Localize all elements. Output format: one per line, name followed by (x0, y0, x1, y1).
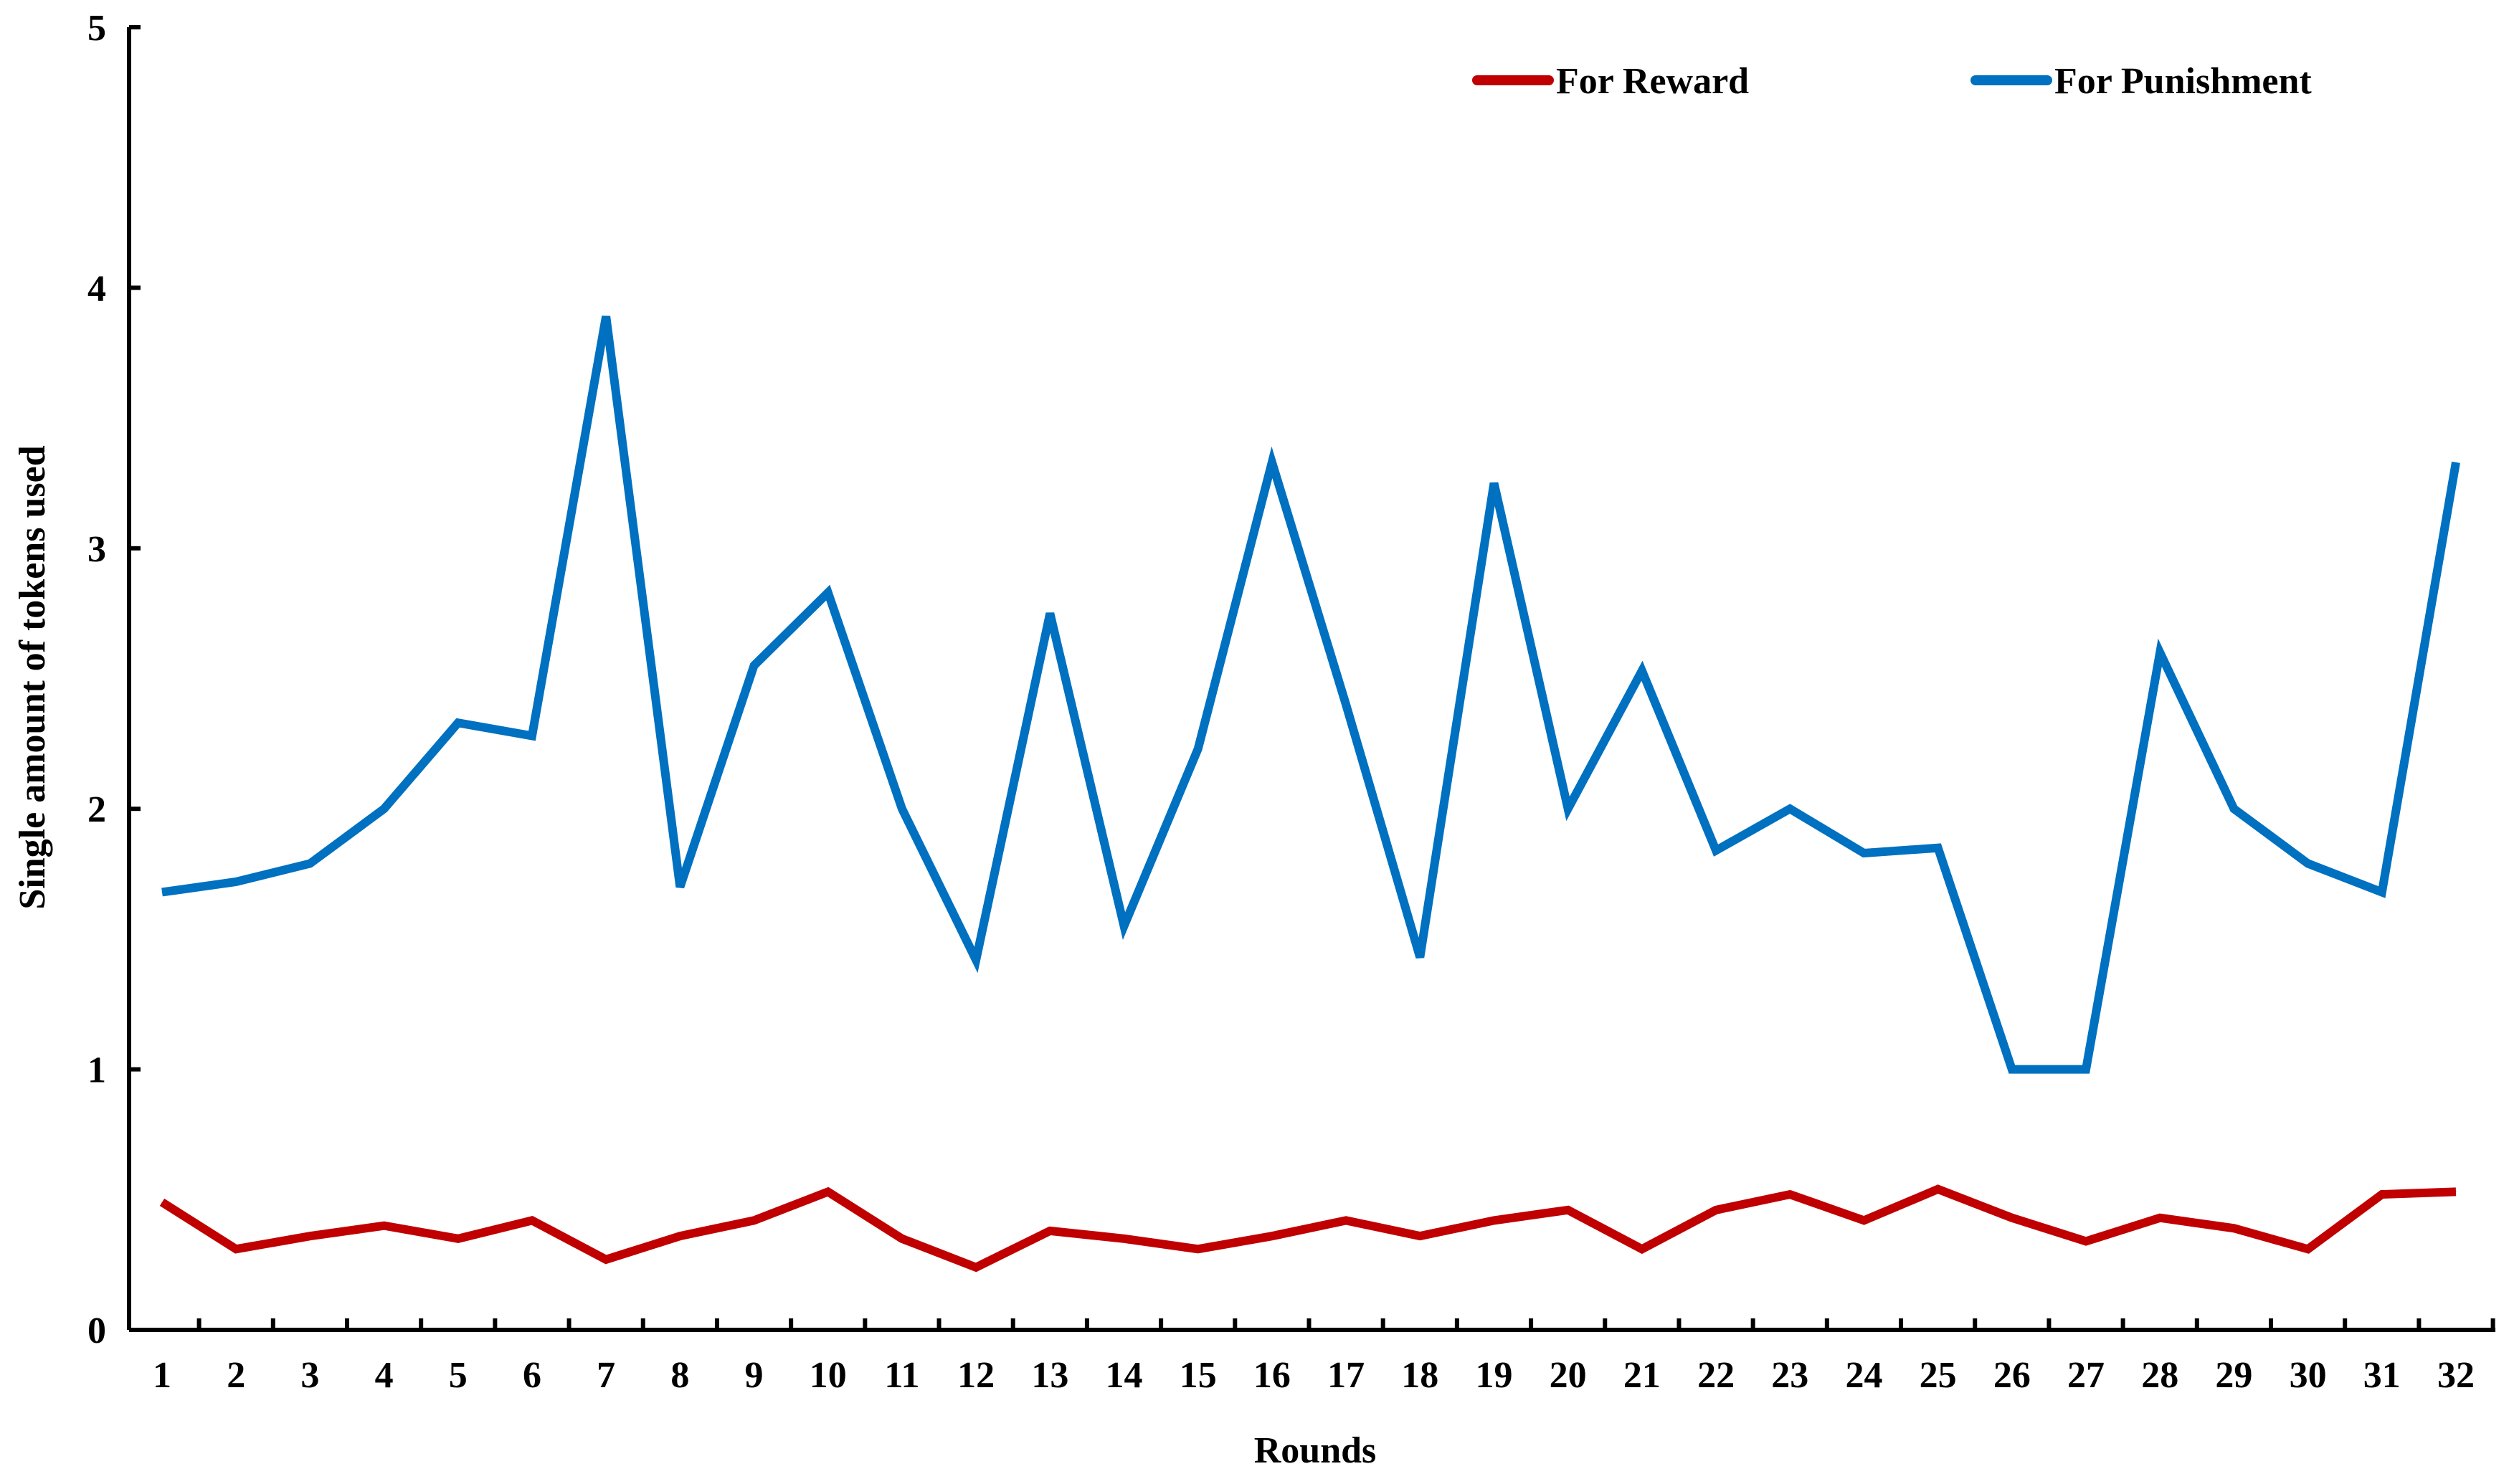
data-point-for-punishment (1197, 748, 1199, 750)
data-point-for-reward (1197, 1248, 1199, 1250)
x-tick-label: 28 (2141, 1355, 2178, 1396)
x-tick-label: 16 (1253, 1355, 1291, 1396)
x-tick-label: 20 (1550, 1355, 1587, 1396)
data-point-for-reward (457, 1238, 459, 1240)
legend: For Reward For Punishment (1472, 61, 2312, 102)
data-point-for-punishment (1345, 704, 1347, 705)
x-tick-label: 6 (523, 1355, 541, 1396)
y-tick-label: 4 (87, 268, 106, 309)
x-tick-label: 32 (2437, 1355, 2475, 1396)
series-line-for-punishment (161, 315, 2460, 1074)
data-point-for-punishment (2085, 1069, 2087, 1070)
y-axis: 0 1 2 3 4 5 (87, 8, 141, 1351)
data-point-for-punishment (1715, 850, 1717, 851)
data-point-for-punishment (827, 592, 829, 594)
series-lines (159, 315, 2460, 1273)
x-tick-label: 2 (227, 1355, 245, 1396)
data-point-for-reward (2381, 1194, 2383, 1195)
y-axis-title: Single amount of tokens used (12, 445, 53, 909)
x-tick-label: 29 (2215, 1355, 2252, 1396)
data-point-for-punishment (605, 315, 607, 317)
series-line-for-reward (159, 1184, 2457, 1273)
legend-label: For Reward (1556, 61, 1749, 102)
x-tick-label: 8 (670, 1355, 689, 1396)
x-tick-label: 18 (1401, 1355, 1438, 1396)
data-point-for-punishment (975, 959, 977, 961)
x-tick-label: 21 (1623, 1355, 1661, 1396)
x-axis: 1 2 3 4 5 6 7 8 9 10 11 12 13 14 15 16 17 18 19 20 21 22 23 24 2… (129, 1318, 2495, 1396)
data-point-for-reward (2159, 1217, 2161, 1219)
data-point-for-reward (605, 1259, 607, 1260)
y-tick-label: 1 (87, 1050, 106, 1091)
data-point-for-reward (1345, 1219, 1347, 1221)
x-tick-label: 14 (1106, 1355, 1143, 1396)
data-point-for-reward (1715, 1209, 1717, 1211)
x-tick-label: 3 (300, 1355, 319, 1396)
x-axis-title: Rounds (1254, 1430, 1377, 1471)
x-tick-label: 24 (1845, 1355, 1882, 1396)
data-point-for-reward (1271, 1235, 1273, 1237)
data-point-for-punishment (2381, 891, 2383, 893)
x-tick-label: 19 (1475, 1355, 1512, 1396)
x-tick-label: 5 (449, 1355, 468, 1396)
x-tick-label: 30 (2290, 1355, 2327, 1396)
data-point-for-reward (235, 1248, 237, 1250)
y-tick-label: 3 (87, 529, 106, 570)
data-point-for-punishment (2011, 1069, 2013, 1070)
x-tick-label: 22 (1697, 1355, 1735, 1396)
data-point-for-reward (1789, 1194, 1791, 1195)
x-tick-label: 12 (957, 1355, 995, 1396)
x-tick-label: 26 (1993, 1355, 2031, 1396)
x-tick-label: 27 (2067, 1355, 2105, 1396)
data-point-for-reward (901, 1238, 903, 1240)
x-tick-label: 1 (153, 1355, 171, 1396)
x-tick-label: 10 (810, 1355, 847, 1396)
x-tick-label: 9 (745, 1355, 764, 1396)
x-tick-label: 17 (1327, 1355, 1365, 1396)
data-point-for-reward (2011, 1217, 2013, 1219)
y-tick-label: 0 (87, 1311, 106, 1351)
y-tick-label: 2 (87, 789, 106, 830)
data-point-for-punishment (1641, 670, 1643, 672)
x-tick-label: 13 (1031, 1355, 1068, 1396)
x-tick-label: 25 (1920, 1355, 1957, 1396)
data-point-for-punishment (161, 891, 163, 893)
data-point-for-reward (1641, 1248, 1643, 1250)
y-tick-label: 5 (87, 8, 106, 49)
x-tick-label: 11 (884, 1355, 919, 1396)
legend-label: For Punishment (2054, 61, 2312, 102)
data-point-for-reward (2085, 1240, 2087, 1242)
x-tick-label: 23 (1771, 1355, 1808, 1396)
data-point-for-punishment (235, 881, 237, 883)
x-tick-label: 7 (597, 1355, 615, 1396)
x-tick-label: 15 (1180, 1355, 1217, 1396)
data-point-for-reward (531, 1219, 533, 1221)
x-tick-label: 31 (2363, 1355, 2401, 1396)
data-point-for-punishment (2159, 652, 2161, 653)
x-tick-label: 4 (375, 1355, 394, 1396)
data-point-for-reward (1567, 1209, 1569, 1211)
